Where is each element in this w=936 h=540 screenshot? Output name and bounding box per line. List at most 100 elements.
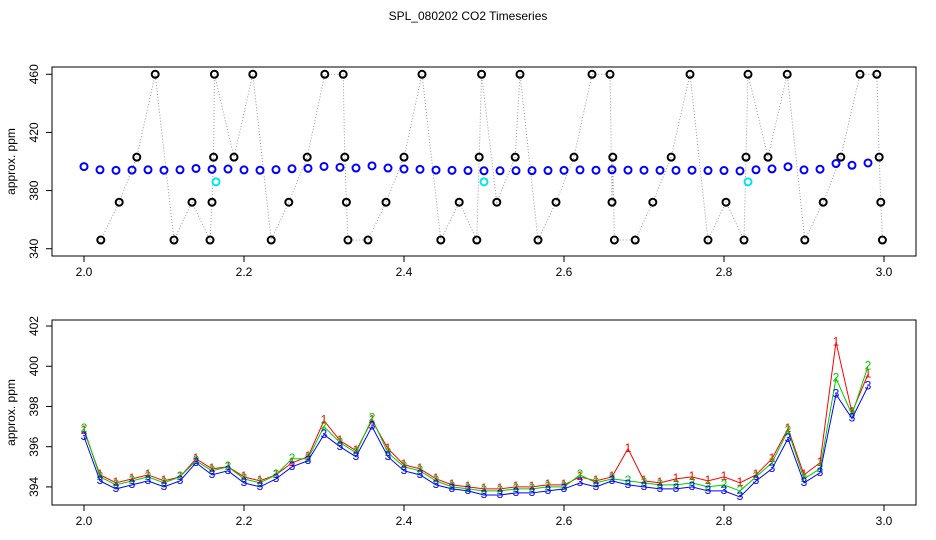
data-marker: 2	[577, 467, 584, 481]
data-point	[767, 164, 777, 174]
data-point	[559, 165, 569, 175]
y-tick-label: 394	[27, 477, 41, 497]
data-marker: 3	[353, 449, 360, 463]
data-marker: 2	[497, 483, 504, 497]
x-tick-label: 2.2	[236, 265, 253, 279]
data-marker: 3	[721, 483, 728, 497]
data-marker: 2	[321, 419, 328, 433]
data-point	[863, 158, 873, 168]
data-marker: 3	[193, 455, 200, 469]
x-tick-label: 2.8	[716, 265, 733, 279]
data-point	[591, 165, 601, 175]
data-marker: 3	[657, 481, 664, 495]
data-marker: 1	[289, 455, 296, 469]
data-marker: 1	[385, 441, 392, 455]
data-marker: 2	[609, 471, 616, 485]
data-marker: 3	[737, 489, 744, 503]
series-line	[83, 386, 869, 498]
data-marker: 2	[449, 479, 456, 493]
data-marker: 1	[97, 467, 104, 481]
data-marker: 3	[705, 483, 712, 497]
data-point	[639, 165, 649, 175]
data-marker: 2	[785, 423, 792, 437]
series-line	[83, 342, 869, 490]
data-marker: 2	[369, 411, 376, 425]
data-point	[569, 152, 579, 162]
data-marker: 3	[113, 481, 120, 495]
data-marker: 1	[785, 421, 792, 435]
data-point	[175, 165, 185, 175]
data-marker: 1	[433, 471, 440, 485]
data-point	[783, 162, 793, 172]
data-marker: 3	[609, 473, 616, 487]
y-tick-label: 380	[27, 180, 41, 200]
data-point	[527, 166, 537, 176]
data-marker: 2	[385, 445, 392, 459]
data-marker: 2	[801, 471, 808, 485]
data-point	[479, 177, 489, 187]
data-point	[340, 152, 350, 162]
data-marker: 2	[273, 467, 280, 481]
data-point	[248, 69, 258, 79]
data-marker: 1	[513, 479, 520, 493]
data-point	[719, 166, 729, 176]
data-point	[782, 69, 792, 79]
data-point	[399, 164, 409, 174]
data-marker: 1	[801, 467, 808, 481]
data-marker: 2	[705, 479, 712, 493]
data-point	[399, 152, 409, 162]
connector-line	[100, 73, 883, 242]
data-point	[763, 152, 773, 162]
data-point	[114, 197, 124, 207]
data-marker: 1	[817, 455, 824, 469]
data-point	[543, 166, 553, 176]
data-marker: 1	[209, 461, 216, 475]
data-point	[127, 165, 137, 175]
data-marker: 3	[833, 387, 840, 401]
data-marker: 2	[193, 453, 200, 467]
data-marker: 1	[705, 473, 712, 487]
data-marker: 3	[465, 483, 472, 497]
data-marker: 2	[401, 459, 408, 473]
data-point	[266, 235, 276, 245]
data-marker: 2	[353, 445, 360, 459]
data-marker: 3	[145, 473, 152, 487]
data-point	[743, 177, 753, 187]
data-point	[211, 177, 221, 187]
data-marker: 1	[849, 405, 856, 419]
data-marker: 1	[193, 451, 200, 465]
data-marker: 3	[689, 479, 696, 493]
data-marker: 3	[257, 479, 264, 493]
data-point	[495, 166, 505, 176]
data-point	[463, 166, 473, 176]
data-marker: 1	[417, 461, 424, 475]
data-marker: 1	[321, 413, 328, 427]
data-point	[876, 197, 886, 207]
data-marker: 1	[545, 477, 552, 491]
data-point	[363, 235, 373, 245]
data-marker: 3	[865, 379, 872, 393]
data-point	[383, 163, 393, 173]
plot-box	[51, 66, 917, 257]
data-marker: 2	[209, 463, 216, 477]
data-point	[415, 164, 425, 174]
data-marker: 3	[529, 485, 536, 499]
y-tick-label: 420	[27, 122, 41, 142]
data-marker: 1	[481, 481, 488, 495]
data-marker: 2	[145, 469, 152, 483]
data-marker: 3	[273, 471, 280, 485]
data-marker: 1	[657, 475, 664, 489]
data-point	[417, 69, 427, 79]
data-point	[687, 165, 697, 175]
data-marker: 1	[721, 469, 728, 483]
data-marker: 1	[673, 471, 680, 485]
data-point	[855, 69, 865, 79]
data-point	[229, 152, 239, 162]
x-tick-label: 2.4	[396, 514, 413, 528]
data-point	[608, 152, 618, 162]
data-point	[447, 165, 457, 175]
data-point	[607, 165, 617, 175]
data-point	[799, 165, 809, 175]
x-tick-label: 3.0	[876, 514, 893, 528]
data-marker: 3	[449, 481, 456, 495]
